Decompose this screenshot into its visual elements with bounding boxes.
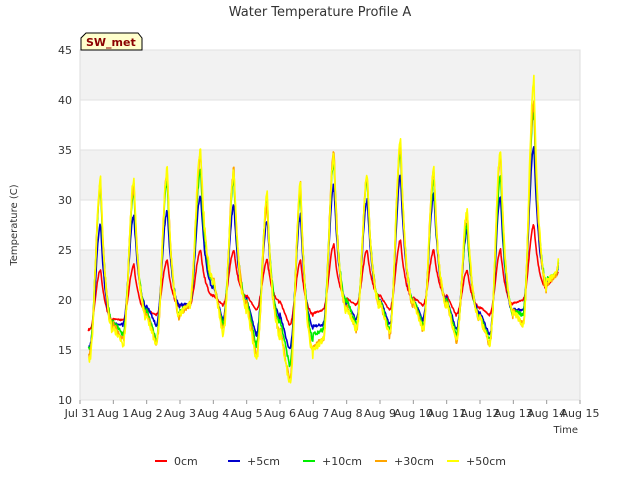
legend-label: +30cm xyxy=(394,455,434,468)
y-tick-label: 10 xyxy=(58,394,72,407)
plot-band xyxy=(80,300,580,350)
series-line-plus50cm xyxy=(87,74,560,384)
x-axis-title: Time xyxy=(553,425,578,436)
x-tick-label: Aug 3 xyxy=(164,407,196,420)
x-tick-label: Aug 2 xyxy=(131,407,163,420)
x-tick-label: Aug 6 xyxy=(264,407,296,420)
y-axis-ticks: 10 15 20 25 30 35 40 45 xyxy=(58,44,72,407)
x-tick-label: Jul 31 xyxy=(64,407,96,420)
legend: 0cm +5cm +10cm +30cm +50cm xyxy=(155,455,506,468)
series-line-0cm xyxy=(87,224,559,332)
y-axis-title: Temperature (C) xyxy=(9,184,20,266)
x-tick-label: Aug 13 xyxy=(494,407,533,420)
x-tick-label: Aug 10 xyxy=(394,407,433,420)
x-tick-label: Aug 1 xyxy=(97,407,129,420)
x-tick-label: Aug 15 xyxy=(561,407,600,420)
legend-label: +50cm xyxy=(466,455,506,468)
y-tick-label: 40 xyxy=(58,94,72,107)
plot-band xyxy=(80,350,580,400)
legend-label: 0cm xyxy=(174,455,198,468)
x-tick-label: Aug 12 xyxy=(461,407,500,420)
x-tick-label: Aug 11 xyxy=(427,407,466,420)
site-label-box xyxy=(80,32,143,51)
legend-label: +10cm xyxy=(322,455,362,468)
plot-band xyxy=(80,100,580,150)
legend-label: +5cm xyxy=(247,455,280,468)
y-tick-label: 45 xyxy=(58,44,72,57)
x-tick-label: Aug 5 xyxy=(231,407,263,420)
x-tick-label: Aug 7 xyxy=(297,407,329,420)
x-axis-ticks: Jul 31 Aug 1 Aug 2 Aug 3 Aug 4 Aug 5 Aug 6 Aug … xyxy=(64,400,600,420)
series-layer xyxy=(87,74,560,384)
x-tick-label: Aug 9 xyxy=(364,407,396,420)
plot-band xyxy=(80,50,580,100)
y-tick-label: 35 xyxy=(58,144,72,157)
y-tick-label: 20 xyxy=(58,294,72,307)
x-tick-label: Aug 8 xyxy=(331,407,363,420)
chart-title: Water Temperature Profile A xyxy=(229,5,412,20)
site-label-tag: SW_met xyxy=(80,32,143,51)
series-line-plus5cm xyxy=(88,146,560,350)
y-tick-label: 25 xyxy=(58,244,72,257)
x-tick-label: Aug 14 xyxy=(527,407,566,420)
site-label-text: SW_met xyxy=(86,36,136,49)
y-tick-label: 30 xyxy=(58,194,72,207)
y-tick-label: 15 xyxy=(58,344,72,357)
x-tick-label: Aug 4 xyxy=(197,407,229,420)
